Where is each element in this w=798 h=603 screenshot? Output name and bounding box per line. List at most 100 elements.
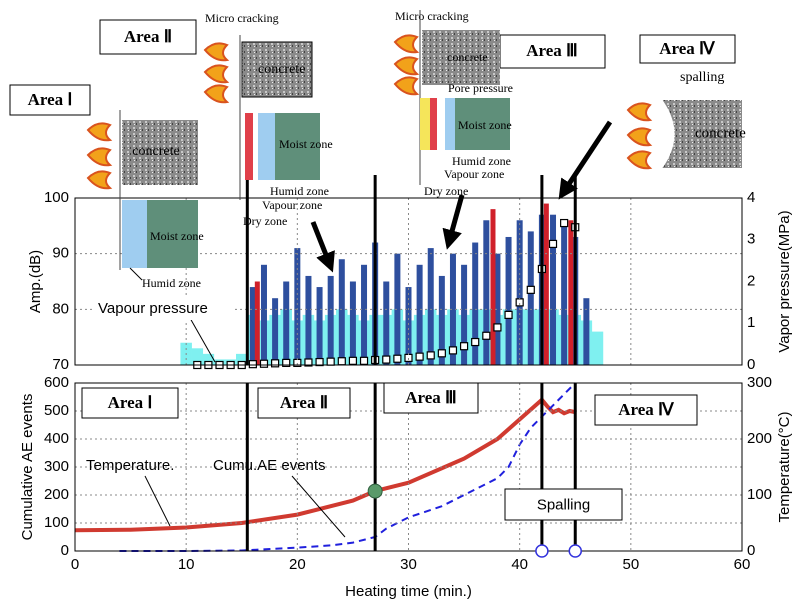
amplitude-bar bbox=[338, 259, 345, 365]
flames bbox=[626, 102, 653, 170]
amplitude-bar bbox=[483, 220, 490, 365]
y-tick-label: 400 bbox=[44, 430, 69, 447]
amplitude-bar bbox=[283, 281, 290, 365]
y2-tick-label: 2 bbox=[747, 272, 755, 289]
diagram-title: Area Ⅱ bbox=[124, 27, 172, 46]
amplitude-bar bbox=[490, 209, 496, 365]
vapour-marker bbox=[437, 349, 446, 358]
label: concrete bbox=[695, 125, 746, 141]
label: Dry zone bbox=[243, 214, 287, 228]
humid-zone bbox=[258, 113, 275, 180]
moist-zone bbox=[455, 98, 510, 150]
series-label: Vapour pressure bbox=[98, 300, 208, 317]
label: Moist zone bbox=[279, 137, 333, 151]
vapour-marker bbox=[393, 354, 402, 363]
amplitude-bar bbox=[416, 264, 423, 365]
y2-tick-label: 3 bbox=[747, 231, 755, 248]
amplitude-bar bbox=[272, 298, 279, 365]
flames bbox=[86, 122, 113, 190]
diagram-title: Area Ⅰ bbox=[28, 90, 73, 109]
y-tick-label: 100 bbox=[44, 189, 69, 206]
leader bbox=[291, 475, 346, 538]
label: Vapour zone bbox=[444, 167, 504, 181]
amplitude-bar bbox=[349, 281, 356, 365]
label: concrete bbox=[132, 144, 179, 159]
annotation-box bbox=[257, 387, 351, 419]
x-axis-title: Heating time (min.) bbox=[345, 583, 472, 600]
label: concrete bbox=[258, 62, 305, 77]
y2-axis-title: Vapor pressure(MPa) bbox=[776, 210, 793, 352]
annotation: Area Ⅲ bbox=[405, 388, 457, 407]
amplitude-bar bbox=[550, 214, 557, 365]
y-tick-label: 500 bbox=[44, 402, 69, 419]
label: Humid zone bbox=[452, 154, 511, 168]
amplitude-bar bbox=[561, 220, 568, 365]
vapour-marker bbox=[482, 331, 491, 340]
amplitude-bar bbox=[394, 253, 401, 365]
amplitude-bar bbox=[472, 242, 479, 365]
moist-zone bbox=[275, 113, 320, 180]
y-axis-title: Amp.(dB) bbox=[27, 250, 44, 313]
vapour-marker bbox=[282, 358, 291, 368]
vapour-marker bbox=[326, 357, 335, 366]
title-box bbox=[499, 34, 606, 69]
arrow bbox=[310, 221, 335, 273]
label: Pore pressure bbox=[448, 81, 513, 95]
label: Vapour zone bbox=[262, 198, 322, 212]
diagram-title: Area Ⅳ bbox=[659, 39, 716, 58]
annotation: Area Ⅱ bbox=[280, 393, 328, 412]
x-tick-label: 30 bbox=[400, 556, 417, 573]
annotation-box bbox=[594, 394, 698, 426]
label-bg bbox=[95, 298, 235, 320]
amplitude-bar bbox=[294, 248, 301, 365]
diagram-area-2: Area Ⅱ Micro cracking concrete Moist zon… bbox=[99, 11, 333, 228]
series-label: Cumu.AE events bbox=[213, 457, 326, 474]
x-tick-label: 40 bbox=[511, 556, 528, 573]
amplitude-bar bbox=[449, 253, 456, 365]
vapour-marker bbox=[248, 360, 257, 369]
spalling-marker bbox=[535, 544, 549, 558]
title-box bbox=[99, 19, 197, 55]
series-label: Temperature. bbox=[86, 457, 174, 474]
amplitude-bar bbox=[260, 264, 267, 365]
y-tick-label: 300 bbox=[44, 458, 69, 475]
amplitude-bar bbox=[583, 298, 590, 365]
label: Dry zone bbox=[424, 184, 468, 198]
amplitude-bar bbox=[361, 264, 368, 365]
amplitude-bar bbox=[405, 287, 412, 365]
label: Moist zone bbox=[458, 118, 512, 132]
y-tick-label: 90 bbox=[52, 245, 69, 262]
annotation: Area Ⅰ bbox=[108, 393, 153, 412]
vapour-marker bbox=[560, 218, 569, 228]
amplitude-bar bbox=[527, 231, 534, 365]
vapour-marker bbox=[304, 358, 313, 367]
title-box bbox=[9, 84, 91, 116]
y2-tick-label: 100 bbox=[747, 486, 772, 503]
vapour-marker bbox=[259, 359, 269, 368]
vapour-marker bbox=[415, 352, 424, 361]
vapour-marker bbox=[359, 356, 369, 365]
label: concrete bbox=[447, 50, 488, 64]
diagram-title: Area Ⅲ bbox=[526, 41, 578, 60]
series-line bbox=[119, 382, 576, 552]
arrow bbox=[442, 194, 465, 250]
humid-zone bbox=[122, 200, 147, 268]
amplitude-bar bbox=[316, 287, 323, 365]
amplitude-bar bbox=[543, 203, 549, 365]
label: Moist zone bbox=[150, 229, 204, 243]
amplitude-bar bbox=[494, 253, 501, 365]
leader bbox=[129, 267, 143, 281]
y2-tick-label: 1 bbox=[747, 314, 755, 331]
amplitude-bar bbox=[236, 353, 248, 365]
annotation-box bbox=[383, 382, 479, 414]
vapour-marker bbox=[548, 239, 558, 249]
vapour-marker bbox=[404, 353, 413, 363]
amplitude-bar bbox=[427, 248, 434, 365]
y-tick-label: 80 bbox=[52, 300, 69, 317]
vapour-zone bbox=[430, 98, 437, 150]
amplitude-bar bbox=[202, 353, 215, 365]
x-tick-label: 0 bbox=[71, 556, 79, 573]
leader bbox=[189, 317, 216, 363]
diagram-area-3: Area Ⅲ Micro cracking concrete Pore pres… bbox=[393, 9, 606, 198]
